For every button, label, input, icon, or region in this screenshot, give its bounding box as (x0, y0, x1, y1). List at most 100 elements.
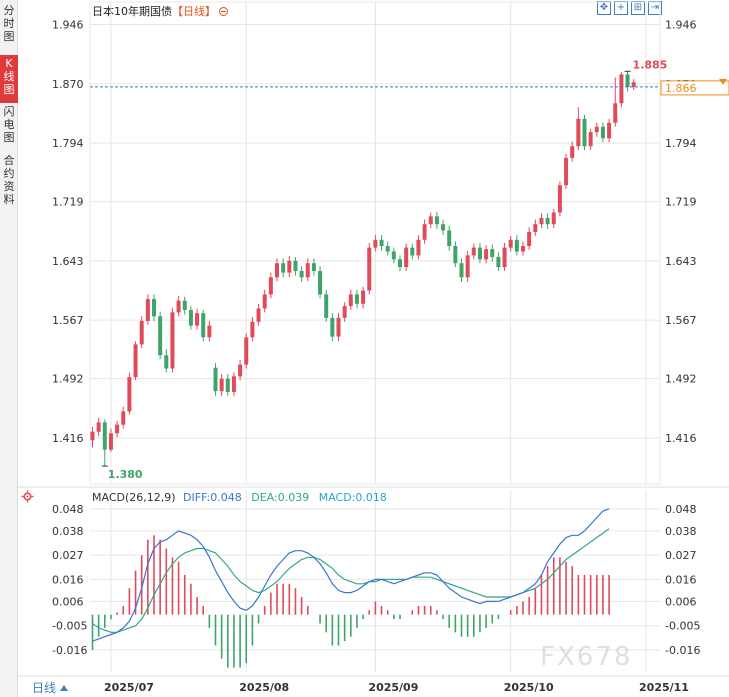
watermark: FX678 (540, 642, 633, 672)
candle (613, 103, 618, 123)
candle (521, 246, 525, 252)
candle (256, 308, 261, 322)
y-tick-left: 1.870 (52, 78, 84, 91)
y-tick-left: 1.567 (52, 314, 84, 327)
candle (330, 317, 335, 337)
y-tick-right: 1.794 (665, 137, 697, 150)
candle (170, 312, 175, 369)
y-tick-right: 1.946 (665, 18, 697, 31)
candle (96, 422, 101, 432)
y-tick-left: 1.492 (52, 373, 84, 386)
candle (459, 263, 464, 278)
candle (176, 300, 181, 313)
x-tick-label: 2025/09 (368, 681, 418, 694)
diff-value: DIFF:0.048 (183, 491, 242, 504)
candle (231, 376, 236, 392)
candle (600, 126, 605, 139)
candle (324, 294, 329, 318)
y-tick-left: 1.643 (52, 255, 84, 268)
y-tick-right: 1.643 (665, 255, 697, 268)
candle (238, 364, 243, 377)
candle (108, 433, 113, 450)
macd-y-tick-left: 0.027 (52, 549, 84, 562)
candle (336, 317, 341, 337)
candle (311, 263, 316, 272)
candle (287, 260, 292, 273)
period-selector-button[interactable]: 日线 (24, 679, 86, 697)
candle (244, 337, 249, 365)
macd-y-tick-left: 0.006 (52, 595, 84, 608)
tab-lightning[interactable]: 闪电图 (3, 105, 15, 144)
y-tick-left: 1.794 (52, 137, 84, 150)
x-tick-label: 2025/07 (104, 681, 154, 694)
candle (619, 74, 624, 104)
candle (428, 216, 433, 225)
current-price-arrow-icon (719, 78, 727, 85)
candle (158, 316, 163, 356)
candle (422, 224, 427, 240)
macd-y-tick-left: 0.048 (52, 503, 84, 516)
candle (631, 82, 636, 87)
candle (410, 247, 415, 256)
candle (127, 377, 132, 412)
period-selector-label: 日线 (32, 681, 57, 695)
candle (250, 321, 255, 338)
candle (275, 263, 279, 278)
candle (90, 431, 95, 441)
settings-icon[interactable] (21, 490, 34, 503)
tab-timeshare[interactable]: 分时图 (3, 4, 15, 43)
candle (145, 299, 150, 321)
candle (477, 247, 482, 260)
macd-value: MACD:0.018 (318, 491, 387, 504)
current-price-box (660, 80, 729, 96)
candle (404, 247, 409, 268)
y-tick-right: 1.567 (665, 314, 697, 327)
candle (551, 212, 556, 225)
macd-y-tick-right: 0.048 (665, 503, 697, 516)
candle (508, 239, 513, 248)
candle (484, 249, 489, 260)
instrument-name: 日本10年期国债 (92, 5, 172, 18)
candle (557, 185, 562, 213)
candle (367, 247, 372, 291)
candle (545, 217, 550, 225)
candle (490, 249, 495, 257)
y-tick-left: 1.946 (52, 18, 84, 31)
candle (398, 259, 402, 268)
candle (213, 367, 218, 392)
candle (453, 246, 458, 264)
x-tick-label: 2025/11 (639, 681, 689, 694)
candle (115, 424, 120, 434)
macd-legend: MACD(26,12,9) DIFF:0.048 DEA:0.039 MACD:… (92, 491, 387, 504)
macd-y-tick-left: -0.005 (52, 620, 87, 633)
candle (342, 306, 347, 318)
candle (318, 271, 323, 295)
candle (102, 422, 107, 450)
candle (588, 132, 593, 147)
candle (299, 271, 304, 278)
candle (354, 294, 359, 304)
candle (348, 294, 353, 307)
candle (514, 239, 519, 252)
candle (207, 325, 212, 338)
macd-y-tick-left: 0.016 (52, 573, 84, 586)
collapse-icon[interactable] (219, 7, 228, 16)
y-tick-right: 1.719 (665, 196, 697, 209)
candle (570, 146, 575, 158)
candle (434, 216, 439, 225)
candle (564, 157, 569, 186)
candle (527, 232, 532, 247)
candle (607, 122, 612, 139)
tab-contract-info[interactable]: 合约资料 (3, 154, 15, 206)
candle (164, 355, 169, 369)
tab-kline[interactable]: K线图 (0, 55, 18, 103)
candle (268, 277, 273, 295)
candle (152, 299, 156, 317)
y-tick-right: 1.492 (665, 373, 697, 386)
candle (373, 239, 378, 248)
candle (625, 74, 630, 87)
candle (447, 230, 452, 247)
macd-y-tick-right: 0.027 (665, 549, 697, 562)
sidebar: 分时图 K线图 闪电图 合约资料 (0, 0, 18, 697)
